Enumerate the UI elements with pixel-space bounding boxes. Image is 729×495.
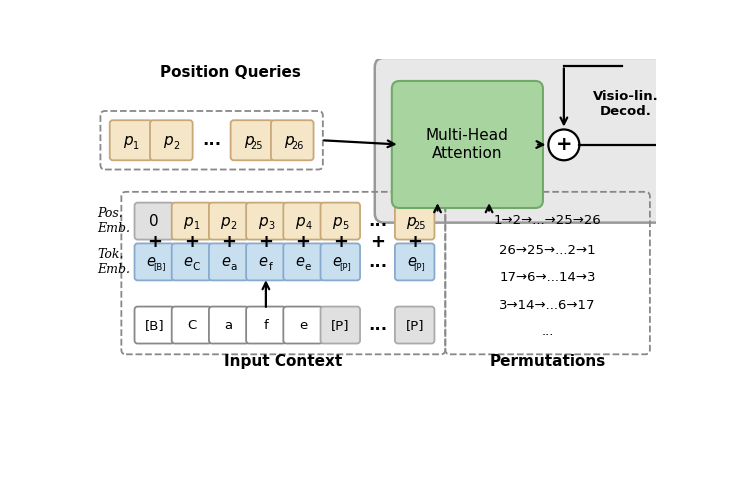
Text: 0: 0: [149, 214, 159, 229]
Text: +: +: [147, 233, 162, 250]
Text: ...: ...: [368, 316, 387, 334]
Text: +: +: [295, 233, 311, 250]
FancyBboxPatch shape: [284, 306, 323, 344]
FancyBboxPatch shape: [246, 306, 286, 344]
Text: +: +: [408, 233, 422, 250]
Text: f: f: [263, 319, 268, 332]
Text: e: e: [221, 254, 230, 269]
Text: p: p: [406, 214, 416, 229]
Text: p: p: [257, 214, 268, 229]
FancyBboxPatch shape: [135, 202, 174, 240]
Text: e: e: [332, 254, 341, 269]
Text: 25: 25: [251, 141, 263, 150]
FancyBboxPatch shape: [395, 306, 434, 344]
Text: 2: 2: [174, 141, 179, 150]
Text: 3: 3: [268, 221, 274, 231]
Text: p: p: [295, 214, 305, 229]
Text: Pos.
Emb.: Pos. Emb.: [98, 207, 130, 235]
Text: e: e: [295, 254, 304, 269]
Text: 1: 1: [193, 221, 200, 231]
Text: p: p: [220, 214, 230, 229]
Text: ...: ...: [368, 253, 387, 271]
FancyBboxPatch shape: [375, 58, 672, 223]
FancyBboxPatch shape: [271, 120, 313, 160]
FancyBboxPatch shape: [246, 244, 286, 280]
Text: p: p: [122, 133, 133, 148]
Text: 3→14→...6→17: 3→14→...6→17: [499, 299, 596, 312]
Text: [B]: [B]: [144, 319, 164, 332]
Text: ...: ...: [368, 212, 387, 230]
Text: 17→6→...14→3: 17→6→...14→3: [499, 271, 596, 284]
Text: e: e: [407, 254, 416, 269]
Text: e: e: [147, 254, 155, 269]
Text: +: +: [184, 233, 199, 250]
FancyBboxPatch shape: [110, 120, 152, 160]
FancyBboxPatch shape: [209, 306, 249, 344]
FancyBboxPatch shape: [284, 244, 323, 280]
Text: e: e: [258, 254, 267, 269]
Text: ...: ...: [542, 325, 554, 338]
Text: 26→25→...2→1: 26→25→...2→1: [499, 244, 596, 256]
Text: e: e: [184, 254, 192, 269]
FancyBboxPatch shape: [209, 202, 249, 240]
Text: a: a: [230, 262, 237, 272]
Text: p: p: [284, 133, 294, 148]
Text: p: p: [243, 133, 253, 148]
Text: [B]: [B]: [153, 262, 165, 271]
FancyBboxPatch shape: [395, 202, 434, 240]
Text: [P]: [P]: [339, 262, 351, 271]
Text: +: +: [555, 135, 572, 154]
Text: Input Context: Input Context: [225, 354, 343, 369]
FancyBboxPatch shape: [230, 120, 273, 160]
Text: [P]: [P]: [413, 262, 425, 271]
Text: e: e: [305, 262, 311, 272]
Text: C: C: [192, 262, 200, 272]
Text: Position Queries: Position Queries: [160, 65, 301, 80]
Text: ...: ...: [202, 131, 221, 149]
Text: +: +: [370, 233, 385, 250]
FancyBboxPatch shape: [391, 81, 543, 208]
FancyBboxPatch shape: [284, 202, 323, 240]
Text: p: p: [332, 214, 342, 229]
Text: +: +: [221, 233, 236, 250]
Text: f: f: [269, 262, 273, 272]
FancyBboxPatch shape: [135, 306, 174, 344]
Text: 25: 25: [413, 221, 426, 231]
FancyBboxPatch shape: [135, 244, 174, 280]
Text: e: e: [299, 319, 307, 332]
FancyBboxPatch shape: [395, 244, 434, 280]
FancyBboxPatch shape: [246, 202, 286, 240]
Text: Visio-lin.
Decod.: Visio-lin. Decod.: [593, 90, 659, 118]
FancyBboxPatch shape: [150, 120, 192, 160]
Text: [P]: [P]: [331, 319, 349, 332]
Text: p: p: [183, 214, 192, 229]
Text: Permutations: Permutations: [489, 354, 606, 369]
FancyBboxPatch shape: [172, 306, 211, 344]
Text: Tok.
Emb.: Tok. Emb.: [98, 248, 130, 276]
FancyBboxPatch shape: [321, 244, 360, 280]
FancyBboxPatch shape: [209, 244, 249, 280]
Circle shape: [548, 130, 580, 160]
Text: [P]: [P]: [405, 319, 424, 332]
Text: Multi-Head
Attention: Multi-Head Attention: [426, 128, 509, 161]
Text: +: +: [332, 233, 348, 250]
Text: 5: 5: [342, 221, 348, 231]
FancyBboxPatch shape: [172, 202, 211, 240]
FancyBboxPatch shape: [321, 202, 360, 240]
Text: +: +: [258, 233, 273, 250]
Text: 4: 4: [305, 221, 311, 231]
Text: p: p: [163, 133, 173, 148]
Text: 1→2→...→25→26: 1→2→...→25→26: [494, 214, 601, 228]
FancyBboxPatch shape: [172, 244, 211, 280]
Text: a: a: [225, 319, 233, 332]
Text: 2: 2: [230, 221, 237, 231]
FancyBboxPatch shape: [321, 306, 360, 344]
Text: 26: 26: [291, 141, 303, 150]
Text: C: C: [187, 319, 196, 332]
Text: 1: 1: [133, 141, 139, 150]
